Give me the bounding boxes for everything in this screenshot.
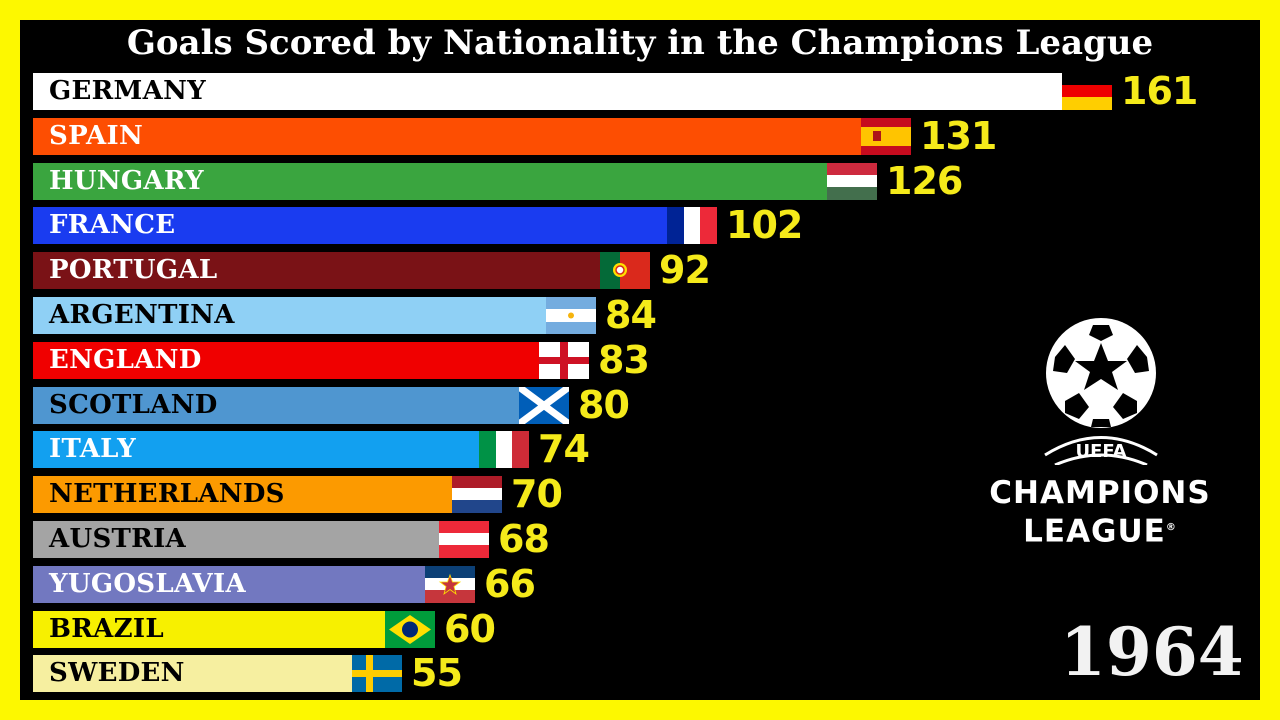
bar-value: 80 <box>578 382 630 427</box>
germany-flag-icon <box>1062 73 1112 110</box>
bar-value: 74 <box>538 427 590 472</box>
bar-row-italy: ITALY 74 <box>33 427 629 472</box>
bar-value: 161 <box>1121 69 1198 113</box>
bar-row-germany: GERMANY 161 <box>33 69 1212 113</box>
bar-label: SCOTLAND <box>49 389 218 420</box>
bar-label: SWEDEN <box>49 658 185 689</box>
logo-league-text: LEAGUE® <box>1023 513 1177 550</box>
france-flag-icon <box>667 207 717 245</box>
chart-title: Goals Scored by Nationality in the Champ… <box>126 23 1154 63</box>
year-label: 1964 <box>1060 613 1244 691</box>
bar-label: PORTUGAL <box>49 255 218 286</box>
bar-row-france: FRANCE 102 <box>33 203 817 248</box>
yugoslavia-flag-icon <box>425 565 475 603</box>
bar-row-argentina: ARGENTINA 84 <box>33 293 696 337</box>
bar-label: GERMANY <box>49 76 207 106</box>
bar-row-england: ENGLAND 83 <box>33 337 689 382</box>
italy-flag-icon <box>479 431 529 469</box>
bar <box>33 207 717 245</box>
bar-value: 68 <box>498 517 550 561</box>
bar <box>33 655 402 693</box>
bar-value: 126 <box>886 158 963 203</box>
bar-value: 102 <box>726 203 803 248</box>
brazil-flag-icon <box>385 610 435 648</box>
sweden-flag-icon <box>352 655 402 693</box>
svg-text:UEFA: UEFA <box>1075 441 1126 462</box>
england-flag-icon <box>539 341 589 379</box>
bar-label: ENGLAND <box>49 344 202 375</box>
bar-row-hungary: HUNGARY 126 <box>33 158 977 203</box>
bar-row-yugoslavia: YUGOSLAVIA 66 <box>33 561 575 606</box>
bar-row-spain: SPAIN 131 <box>33 113 1011 158</box>
bar <box>33 341 589 379</box>
bar-row-austria: AUSTRIA 68 <box>33 517 589 561</box>
bar-label: NETHERLANDS <box>49 479 285 510</box>
bar <box>33 117 911 155</box>
netherlands-flag-icon <box>452 476 502 514</box>
bar-row-portugal: PORTUGAL 92 <box>33 248 750 293</box>
bar <box>33 162 877 200</box>
bar-row-netherlands: NETHERLANDS 70 <box>33 472 602 517</box>
bar-value: 66 <box>484 561 536 606</box>
bar <box>33 73 1112 110</box>
bar-label: FRANCE <box>49 210 176 241</box>
bar-label: YUGOSLAVIA <box>49 568 246 599</box>
bar-label: ARGENTINA <box>49 300 235 330</box>
bar-label: AUSTRIA <box>49 524 187 554</box>
bar <box>33 521 489 558</box>
bar <box>33 252 650 290</box>
bar-value: 83 <box>598 337 650 382</box>
bar-value: 131 <box>920 113 997 158</box>
bar-label: BRAZIL <box>49 613 164 644</box>
bar-row-scotland: SCOTLAND 80 <box>33 382 669 427</box>
argentina-flag-icon <box>546 297 596 334</box>
bar-value: 55 <box>411 651 463 696</box>
bar <box>33 565 475 603</box>
logo-champions-text: CHAMPIONS <box>989 475 1211 511</box>
bar-label: SPAIN <box>49 120 144 151</box>
bar <box>33 297 596 334</box>
portugal-flag-icon <box>600 252 650 290</box>
austria-flag-icon <box>439 521 489 558</box>
ucl-starball-icon: UEFA <box>1044 318 1158 467</box>
bar-value: 60 <box>444 606 496 651</box>
bar-label: ITALY <box>49 434 136 465</box>
champions-league-logo: UEFA CHAMPIONS LEAGUE® <box>975 315 1225 555</box>
bar-value: 84 <box>605 293 657 337</box>
bar <box>33 386 569 424</box>
bar-label: HUNGARY <box>49 165 204 196</box>
scotland-flag-icon <box>519 386 569 424</box>
bar <box>33 610 435 648</box>
bar-row-brazil: BRAZIL 60 <box>33 606 535 651</box>
spain-flag-icon <box>861 117 911 155</box>
hungary-flag-icon <box>827 162 877 200</box>
bar <box>33 476 502 514</box>
bar-row-sweden: SWEDEN 55 <box>33 651 502 696</box>
bar <box>33 431 529 469</box>
bar-value: 92 <box>659 248 711 293</box>
bar-value: 70 <box>511 472 563 517</box>
